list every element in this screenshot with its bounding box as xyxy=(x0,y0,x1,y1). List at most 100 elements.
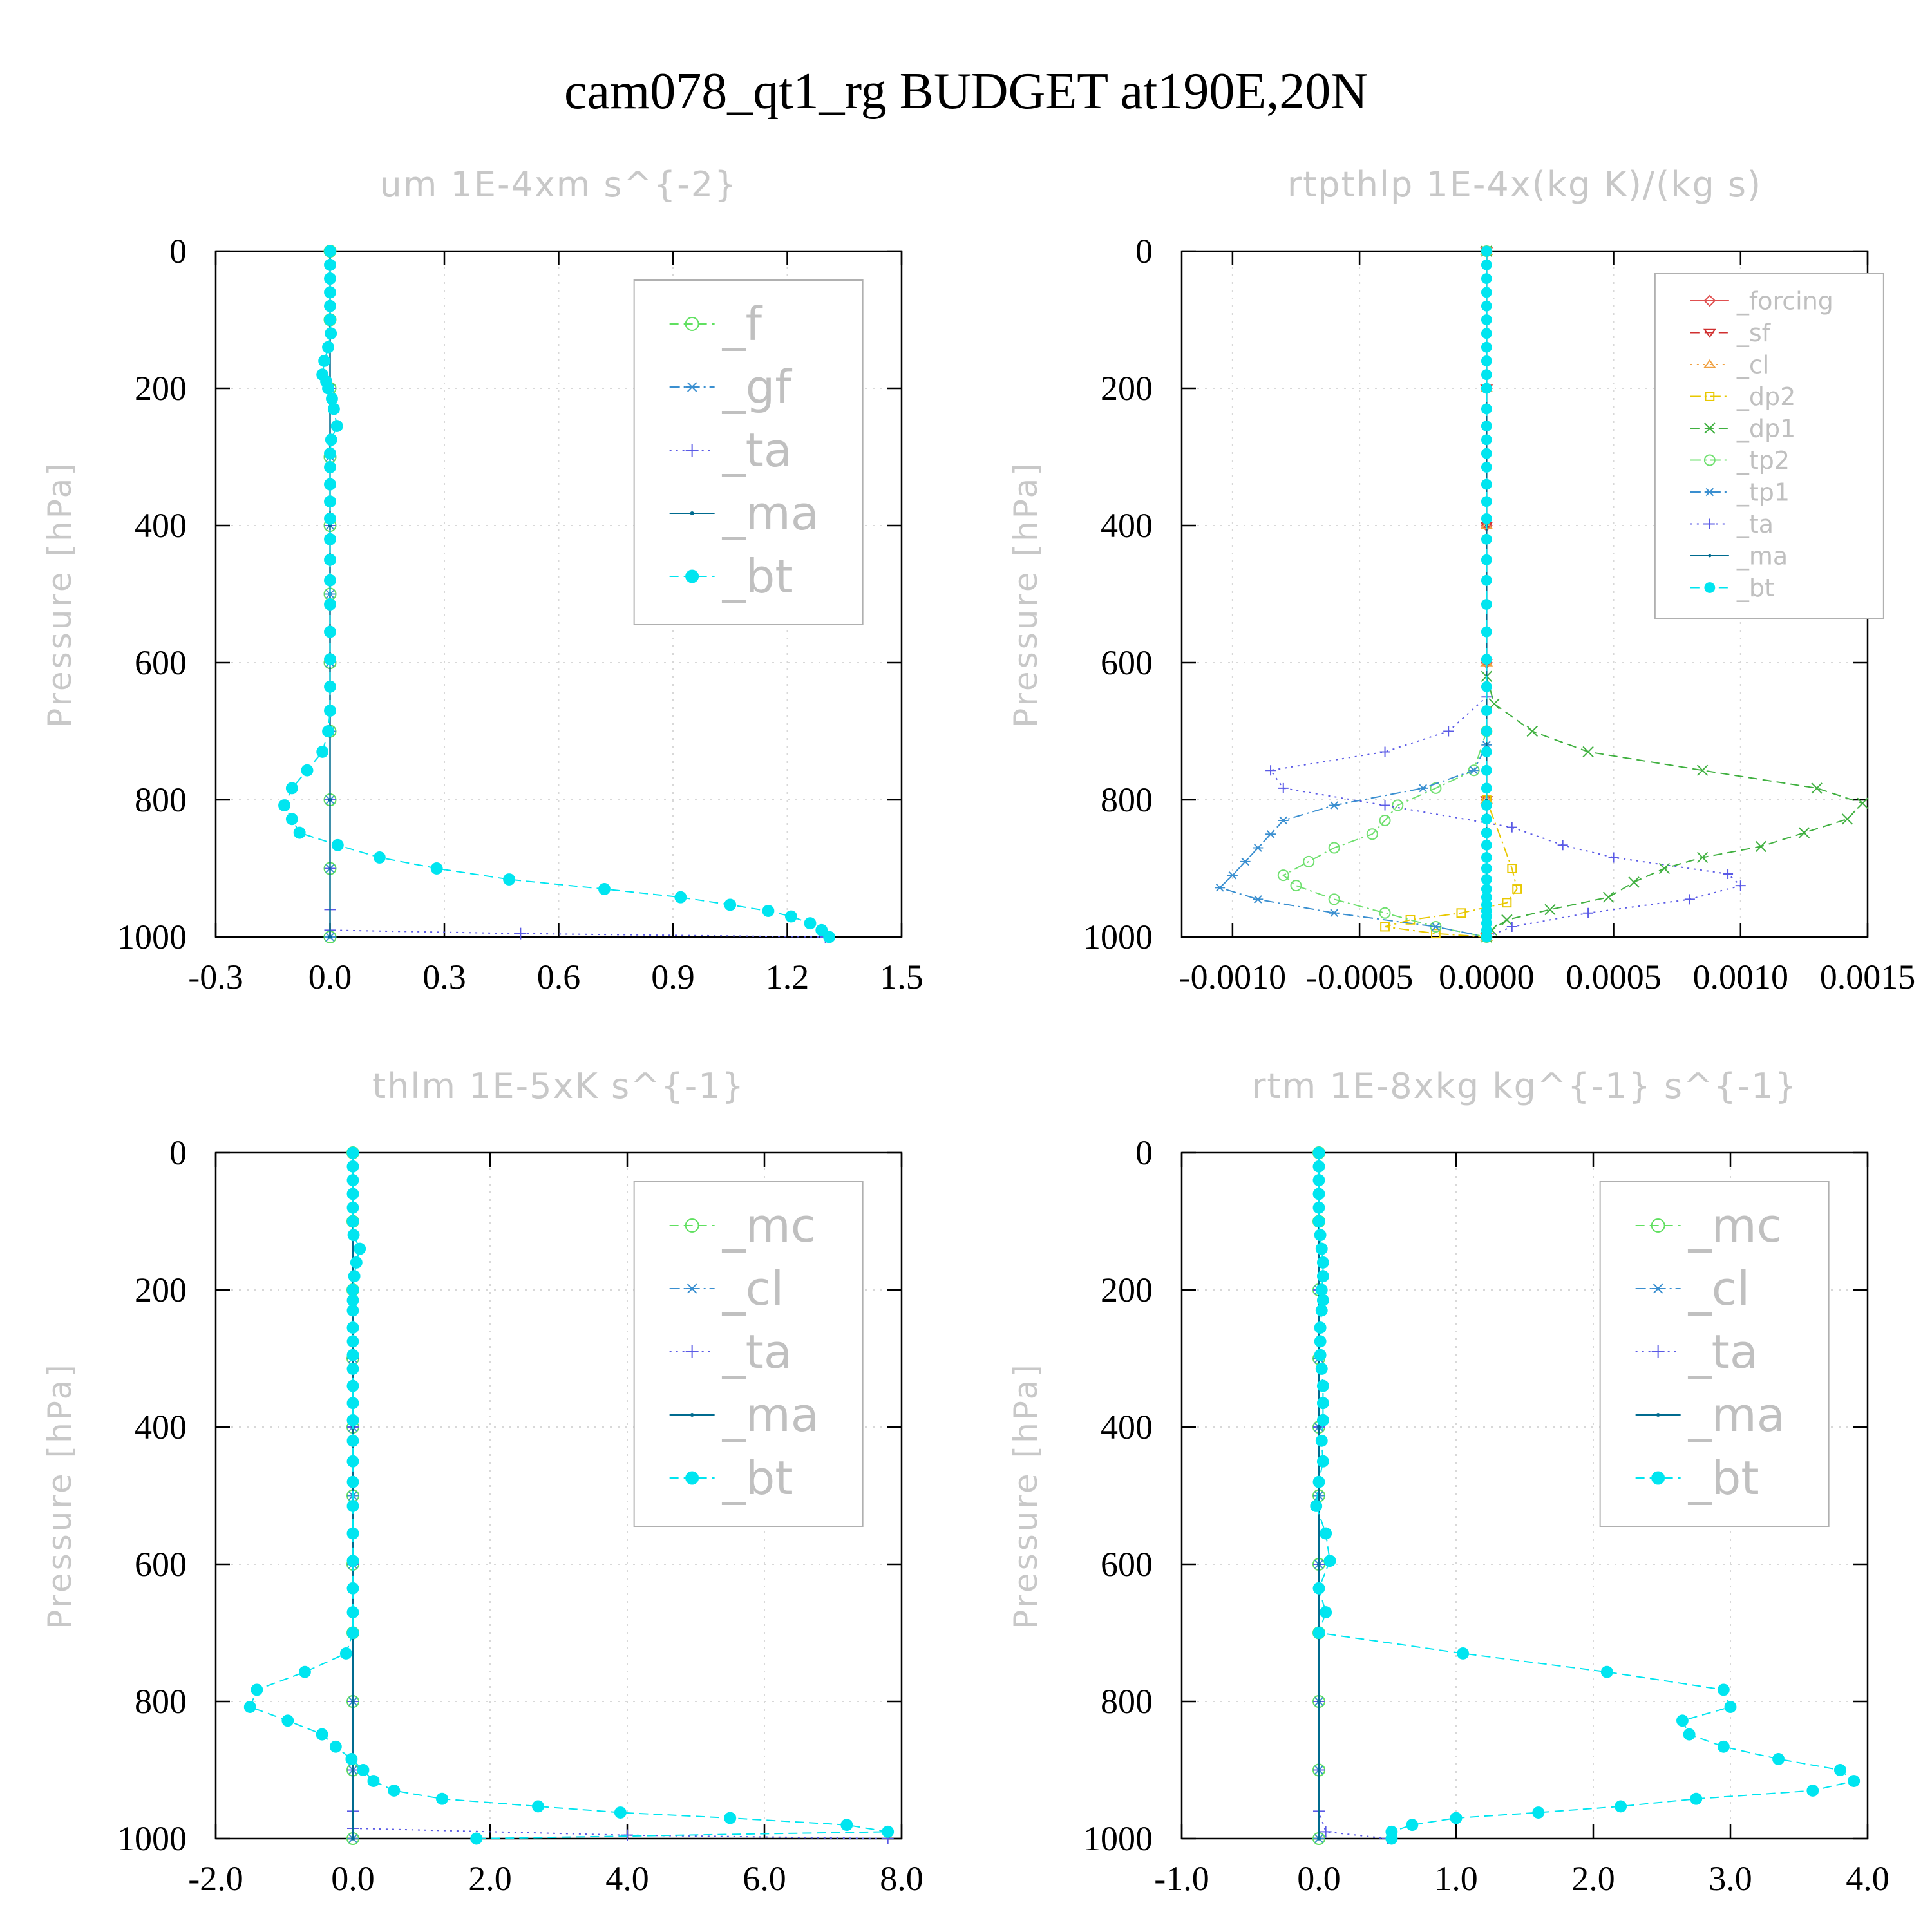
data-point xyxy=(346,1349,359,1361)
y-tick-label: 1000 xyxy=(1083,918,1153,956)
series-group xyxy=(278,245,836,943)
legend-item-dp2: _dp2 xyxy=(1690,383,1795,411)
data-point xyxy=(324,272,336,285)
data-point xyxy=(840,1819,853,1832)
x-tick-label: 6.0 xyxy=(743,1859,786,1898)
legend-item-ta: _ta xyxy=(669,1325,792,1379)
legend-marker xyxy=(685,1283,699,1294)
y-axis-label: Pressure [hPa] xyxy=(1007,460,1045,728)
legend-marker xyxy=(1651,1218,1665,1233)
data-point xyxy=(1328,893,1340,905)
legend-marker xyxy=(1703,454,1716,466)
data-point xyxy=(1481,654,1492,665)
x-tick-label: -2.0 xyxy=(188,1859,243,1898)
data-point xyxy=(346,1363,359,1375)
series-line xyxy=(1282,251,1488,938)
data-point xyxy=(1481,533,1492,545)
y-axis-label: Pressure [hPa] xyxy=(41,460,79,728)
y-tick-label: 400 xyxy=(1101,506,1153,545)
data-point xyxy=(1315,1304,1328,1317)
legend-marker xyxy=(1703,328,1716,338)
data-point xyxy=(1481,287,1492,298)
data-point xyxy=(1316,1379,1329,1392)
data-point xyxy=(1481,705,1492,716)
chart-panel-1: um 1E-4xm s^{-2} Pressure [hPa] -0.3 0.0 0.3… xyxy=(41,164,923,996)
data-point xyxy=(373,851,386,864)
x-tick-label: 0.0 xyxy=(331,1859,375,1898)
data-point xyxy=(324,598,336,611)
x-tick-label: -1.0 xyxy=(1154,1859,1209,1898)
data-point xyxy=(1481,764,1492,776)
data-point xyxy=(1406,1819,1419,1832)
data-point xyxy=(823,931,836,943)
legend-item-ta: _ta xyxy=(669,423,792,477)
data-point xyxy=(1481,813,1492,825)
data-point xyxy=(1320,1527,1332,1540)
data-point xyxy=(436,1792,448,1805)
legend-item-sf: _sf xyxy=(1690,319,1772,347)
legend: _f _gf _ta _ma _bt xyxy=(633,279,864,625)
x-tick-label: 3.0 xyxy=(1709,1859,1752,1898)
data-point xyxy=(724,1812,737,1824)
data-point xyxy=(1608,852,1619,863)
data-point xyxy=(347,1229,360,1242)
data-point xyxy=(1806,1785,1819,1797)
legend-label: _ma xyxy=(722,1388,819,1442)
legend-marker xyxy=(1704,582,1716,593)
data-point xyxy=(1481,314,1492,325)
chart-title: rtm 1E-8xkg kg^{-1} s^{-1} xyxy=(1251,1066,1798,1106)
plot-frame xyxy=(1180,1151,1869,1840)
data-point xyxy=(346,1335,359,1348)
data-point xyxy=(330,420,343,433)
data-point xyxy=(1481,462,1492,473)
data-point xyxy=(1481,434,1492,446)
legend-marker xyxy=(1708,554,1712,558)
data-point xyxy=(1481,300,1492,312)
legend: _mc _cl _ta _ma _bt xyxy=(1599,1181,1830,1527)
y-tick-label: 0 xyxy=(1135,232,1153,270)
legend-item-ma: _ma xyxy=(669,486,819,540)
series-line xyxy=(1218,251,1488,938)
data-point xyxy=(1323,1555,1336,1567)
data-point xyxy=(1481,863,1492,874)
data-point xyxy=(1481,478,1492,490)
legend-label: _ta xyxy=(722,1325,792,1379)
legend-marker xyxy=(1704,518,1715,529)
data-point xyxy=(1628,876,1640,888)
legend-label: _sf xyxy=(1736,319,1772,347)
data-point xyxy=(1481,259,1492,270)
legend-item-bt: _bt xyxy=(1690,574,1774,602)
y-tick-label: 1000 xyxy=(1083,1819,1153,1858)
data-point xyxy=(1717,1740,1730,1753)
data-point xyxy=(346,1455,359,1468)
data-point xyxy=(1724,1701,1737,1713)
data-point xyxy=(346,1500,359,1512)
x-tick-label: 0.0000 xyxy=(1439,958,1535,996)
legend-label: _dp2 xyxy=(1736,383,1795,411)
data-point xyxy=(339,1647,352,1660)
data-point xyxy=(1431,929,1441,939)
data-point xyxy=(1314,1335,1327,1348)
data-point xyxy=(1481,383,1492,394)
data-point xyxy=(1379,800,1390,811)
series-group xyxy=(1310,1146,1861,1845)
data-point xyxy=(1457,1647,1470,1660)
legend-marker xyxy=(1651,1471,1665,1485)
data-point xyxy=(346,1555,359,1567)
y-tick-label: 600 xyxy=(1101,1545,1153,1584)
legend-label: _tp1 xyxy=(1736,478,1790,506)
data-point xyxy=(1314,1349,1327,1361)
data-point xyxy=(367,1775,380,1787)
data-point xyxy=(1316,1256,1329,1269)
data-point xyxy=(1290,880,1302,892)
data-point xyxy=(388,1785,401,1797)
data-point xyxy=(1481,448,1492,459)
series-bt xyxy=(278,245,836,943)
legend-label: _mc xyxy=(722,1198,817,1253)
data-point xyxy=(318,354,331,367)
series-line xyxy=(352,1153,888,1839)
data-point xyxy=(724,898,737,911)
data-point xyxy=(354,1242,366,1255)
data-point xyxy=(1312,1188,1325,1200)
